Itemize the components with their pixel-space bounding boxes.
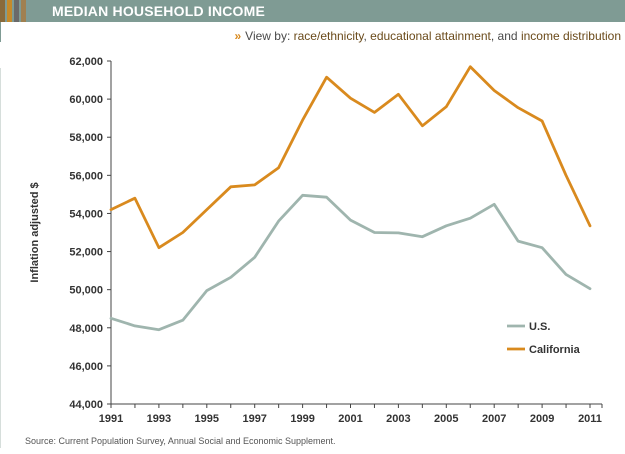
source-note: Source: Current Population Survey, Annua… xyxy=(25,436,336,446)
view-by-education-link[interactable]: educational attainment xyxy=(370,29,491,43)
view-by-income-link[interactable]: income distribution xyxy=(520,29,621,43)
y-tick-label: 48,000 xyxy=(69,323,103,335)
series-line-california xyxy=(109,65,592,250)
header-swatch xyxy=(14,0,19,22)
view-by-separator: , xyxy=(363,29,367,43)
y-tick-label: 44,000 xyxy=(69,399,103,411)
y-tick-label: 62,000 xyxy=(69,56,103,68)
view-by-bar: » View by: race/ethnicity, educational at… xyxy=(234,29,621,43)
double-chevron-right-icon: » xyxy=(234,29,242,43)
legend-label: U.S. xyxy=(529,321,550,333)
x-tick-label: 1991 xyxy=(99,413,123,425)
header-swatches xyxy=(0,0,28,22)
header-swatch xyxy=(0,0,5,22)
x-tick-label: 1997 xyxy=(242,413,266,425)
y-tick-label: 46,000 xyxy=(69,361,103,373)
series-line-us xyxy=(109,193,592,332)
y-tick-label: 56,000 xyxy=(69,170,103,182)
x-tick-label: 2001 xyxy=(338,413,362,425)
x-tick-label: 1995 xyxy=(195,413,219,425)
header-bar xyxy=(0,0,625,22)
y-axis-title: Inflation adjusted $ xyxy=(29,182,41,282)
y-tick-label: 58,000 xyxy=(69,132,103,144)
x-tick-label: 2005 xyxy=(434,413,458,425)
view-by-race-link[interactable]: race/ethnicity xyxy=(293,29,364,43)
header-swatch xyxy=(21,0,26,22)
y-tick-label: 50,000 xyxy=(69,285,103,297)
x-tick-label: 2007 xyxy=(482,413,506,425)
header-swatch xyxy=(7,0,12,22)
x-tick-label: 1999 xyxy=(290,413,314,425)
view-by-label: View by: xyxy=(245,29,291,43)
y-tick-label: 54,000 xyxy=(69,208,103,220)
left-divider xyxy=(0,22,1,42)
x-tick-label: 2011 xyxy=(578,413,602,425)
y-tick-label: 60,000 xyxy=(69,94,103,106)
x-tick-label: 1993 xyxy=(147,413,171,425)
y-tick-label: 52,000 xyxy=(69,247,103,259)
legend-label: California xyxy=(529,344,581,356)
view-by-separator: , and xyxy=(490,29,518,43)
x-tick-label: 2003 xyxy=(386,413,410,425)
x-tick-label: 2009 xyxy=(530,413,554,425)
page-title: MEDIAN HOUSEHOLD INCOME xyxy=(52,3,266,19)
left-divider xyxy=(0,68,1,448)
